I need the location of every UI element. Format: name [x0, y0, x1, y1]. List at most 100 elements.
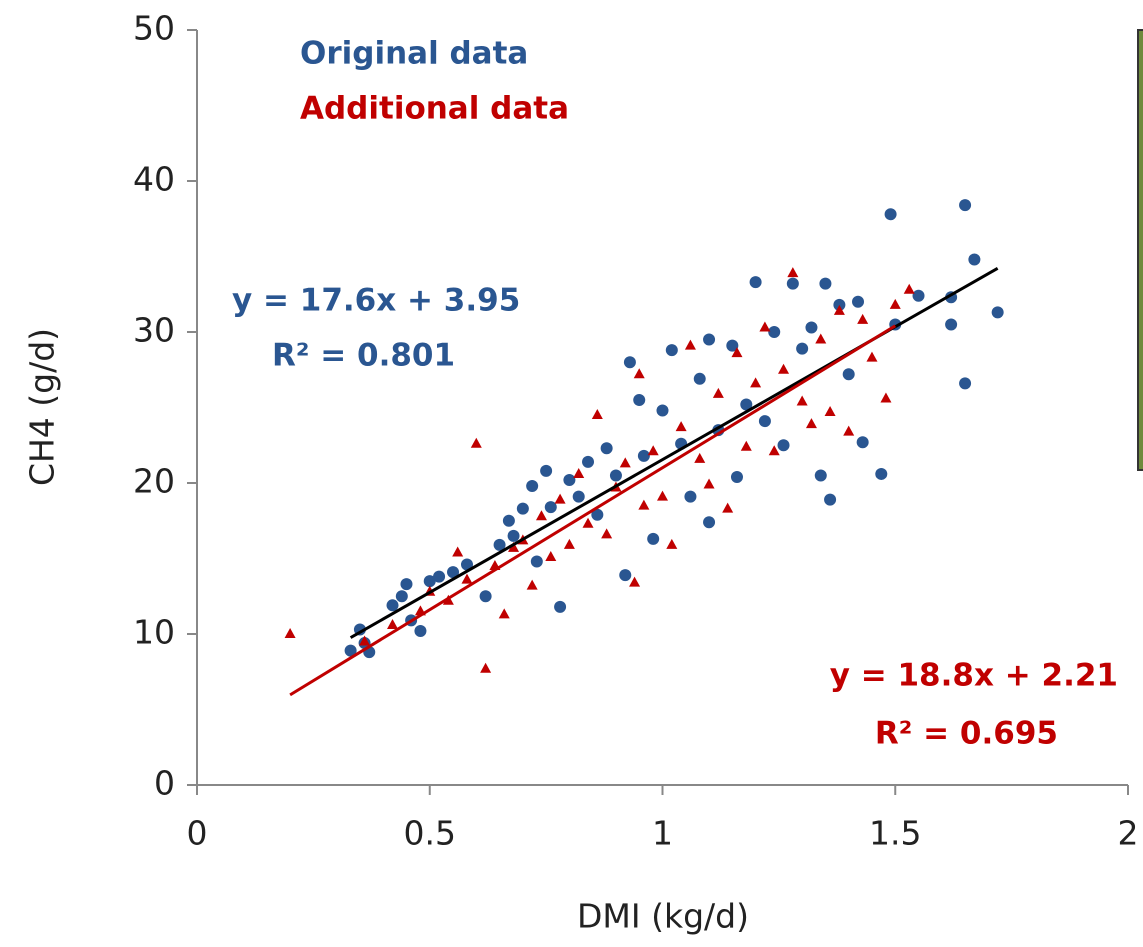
photo-edge — [1137, 29, 1143, 471]
x-tick-label: 1 — [652, 814, 673, 853]
point — [703, 478, 715, 489]
point — [461, 573, 473, 584]
point — [805, 418, 817, 429]
point — [582, 455, 595, 468]
point — [857, 313, 869, 324]
point — [852, 295, 865, 308]
point — [591, 409, 603, 420]
x-tick-label: 1.5 — [869, 814, 921, 853]
point — [447, 566, 460, 579]
point — [768, 326, 781, 338]
point — [526, 480, 539, 493]
point — [819, 277, 832, 290]
point — [460, 558, 473, 571]
point — [768, 445, 780, 456]
point — [796, 395, 808, 406]
point — [629, 576, 641, 587]
point — [856, 436, 869, 449]
annotation: R² = 0.695 — [875, 716, 1058, 752]
point — [666, 538, 678, 549]
point — [545, 550, 557, 561]
point — [740, 440, 752, 451]
point — [693, 372, 706, 385]
point — [284, 628, 296, 638]
point — [959, 199, 972, 212]
point — [609, 469, 622, 482]
annotation: y = 18.8x + 2.21 — [830, 658, 1118, 694]
x-tick-label: 0 — [187, 814, 208, 853]
point — [656, 404, 669, 417]
point — [843, 425, 855, 436]
point — [833, 298, 846, 311]
point — [842, 368, 855, 381]
point — [623, 356, 636, 369]
point — [540, 464, 553, 477]
point — [722, 502, 734, 513]
point — [912, 289, 925, 302]
point — [903, 283, 915, 294]
y-tick-label: 50 — [133, 9, 175, 48]
point — [470, 437, 482, 448]
point — [544, 501, 557, 514]
point — [530, 555, 543, 568]
point — [554, 600, 567, 613]
point — [749, 276, 762, 289]
legend-entry: Additional data — [300, 91, 569, 127]
y-axis-label: CH4 (g/d) — [23, 328, 62, 486]
point — [344, 644, 357, 657]
trend-line — [289, 324, 897, 697]
point — [684, 490, 697, 503]
point — [945, 318, 958, 331]
point — [824, 493, 837, 506]
annotation: R² = 0.801 — [272, 338, 455, 374]
point — [637, 449, 650, 462]
point — [759, 321, 771, 332]
point — [740, 398, 753, 411]
point — [563, 473, 576, 486]
point — [731, 347, 743, 358]
point — [675, 421, 687, 432]
point — [600, 442, 613, 455]
point — [730, 470, 743, 483]
point — [395, 590, 408, 603]
annotation: y = 17.6x + 3.95 — [232, 283, 520, 319]
point — [573, 467, 585, 478]
point — [889, 298, 901, 309]
point — [507, 529, 520, 542]
point — [526, 579, 538, 590]
point — [880, 392, 892, 403]
point — [387, 618, 399, 629]
y-tick-label: 0 — [154, 764, 175, 803]
point — [493, 538, 506, 551]
x-tick-label: 0.5 — [404, 814, 456, 853]
point — [502, 514, 515, 527]
legend-entry: Original data — [300, 36, 528, 72]
point — [657, 490, 668, 501]
point — [833, 304, 845, 315]
point — [386, 599, 399, 612]
point — [712, 387, 724, 398]
point — [684, 339, 696, 350]
point — [875, 467, 888, 480]
point — [480, 662, 492, 673]
point — [619, 457, 631, 468]
point — [498, 608, 510, 619]
y-tick-label: 40 — [133, 160, 175, 199]
point — [778, 363, 790, 374]
point — [815, 333, 827, 344]
point — [777, 439, 790, 452]
x-tick-label: 2 — [1118, 814, 1139, 853]
point — [554, 493, 566, 504]
x-axis-label: DMI (kg/d) — [577, 897, 749, 936]
point — [563, 538, 575, 549]
point — [703, 333, 716, 346]
point — [452, 546, 464, 557]
point — [814, 469, 827, 482]
point — [414, 624, 427, 637]
point — [423, 575, 436, 588]
point — [508, 541, 520, 552]
point — [703, 516, 716, 529]
point — [601, 528, 613, 539]
point — [591, 508, 604, 521]
